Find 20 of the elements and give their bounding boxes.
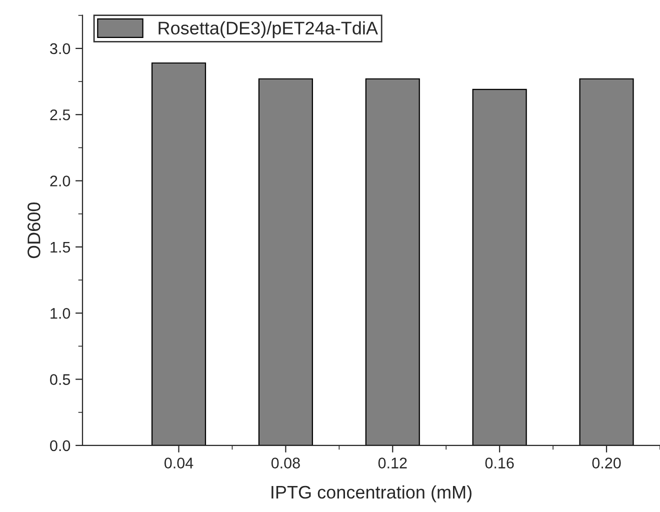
y-tick-label: 2.5 — [50, 109, 70, 120]
y-tick-label: 3.0 — [50, 43, 70, 54]
x-tick-label: 0.20 — [592, 458, 621, 468]
y-axis-title: OD600 — [28, 202, 40, 258]
bar — [365, 78, 420, 446]
bar — [472, 88, 527, 446]
y-tick-label: 0.0 — [50, 440, 70, 452]
y-tick-label: 2.0 — [50, 176, 70, 186]
x-tick-label: 0.16 — [485, 458, 514, 468]
y-tick-label: 1.0 — [50, 308, 70, 319]
legend-label: Rosetta(DE3)/pET24a-TdiA — [158, 21, 378, 38]
bar — [151, 62, 206, 446]
y-tick-label: 1.5 — [50, 242, 70, 253]
x-tick-label: 0.08 — [271, 458, 300, 468]
y-tick-label: 0.5 — [50, 374, 70, 385]
bar — [579, 78, 634, 446]
x-axis-title: IPTG concentration (mM) — [272, 485, 472, 502]
x-tick-label: 0.12 — [378, 458, 407, 468]
bar — [258, 78, 313, 446]
x-tick-label: 0.04 — [164, 458, 194, 468]
